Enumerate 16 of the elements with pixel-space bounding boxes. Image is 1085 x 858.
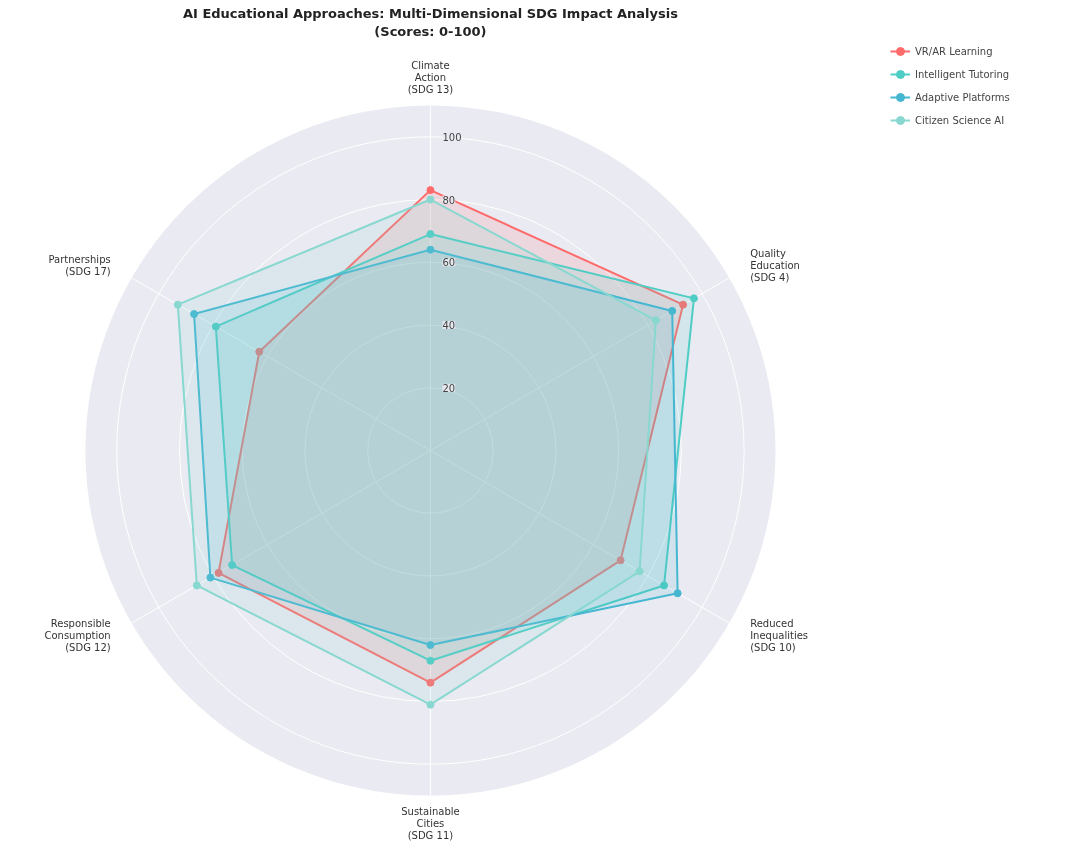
spoke-label: Quality Education (SDG 4) [750,248,800,284]
spoke-label: Reduced Inequalities (SDG 10) [750,617,809,653]
legend-label: Intelligent Tutoring [915,68,1010,80]
spoke-label: Responsible Consumption (SDG 12) [44,617,111,653]
y-tick-label: 100 [442,131,462,143]
spoke-label: Sustainable Cities (SDG 11) [401,805,460,842]
y-tick-label: 80 [442,194,456,206]
legend-label: Citizen Science AI [915,114,1005,126]
y-tick-label: 20 [442,382,456,394]
y-tick-label: 40 [442,320,456,332]
spoke-label: Partnerships (SDG 17) [48,254,111,278]
spoke-label: Climate Action (SDG 13) [407,59,454,96]
legend-label: VR/AR Learning [915,45,993,57]
chart-title: AI Educational Approaches: Multi-Dimensional SDG Impact Analysis (Scores: 0-100) [182,6,679,39]
y-tick-label: 60 [442,257,456,269]
legend-label: Adaptive Platforms [915,91,1010,103]
